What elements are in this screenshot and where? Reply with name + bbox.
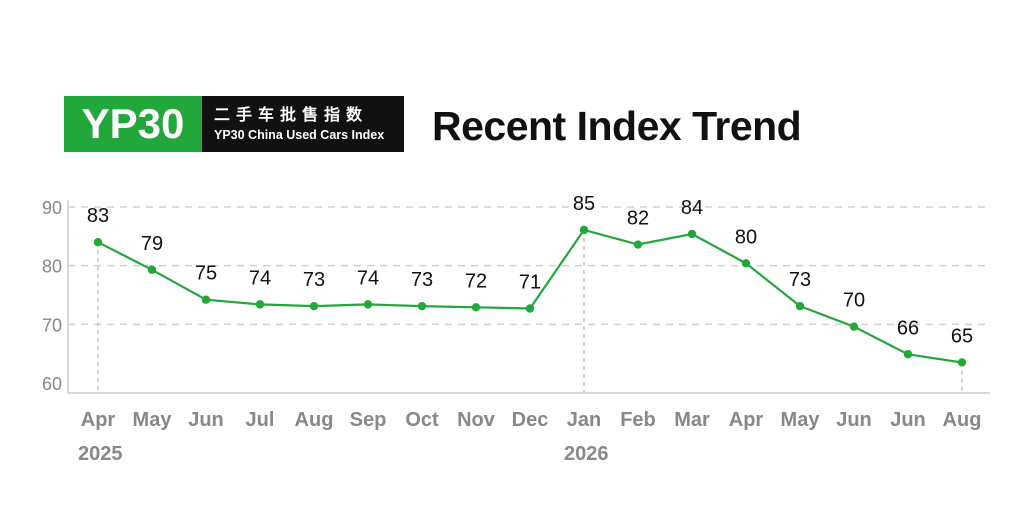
- x-tick-label: Aug: [943, 409, 982, 431]
- data-point: [903, 350, 913, 359]
- data-point: [147, 265, 157, 274]
- data-point: [687, 229, 697, 239]
- page-title: Recent Index Trend: [432, 103, 802, 149]
- data-label: 79: [141, 233, 163, 255]
- x-tick-label: Apr: [729, 409, 764, 431]
- data-label: 85: [573, 193, 595, 215]
- data-label: 75: [195, 263, 217, 285]
- x-tick-label: Aug: [295, 409, 334, 431]
- data-point: [255, 300, 265, 309]
- x-tick-label: May: [781, 409, 821, 431]
- data-label: 65: [951, 325, 973, 347]
- x-tick-label: Jun: [836, 409, 872, 431]
- x-tick-label: Apr: [81, 409, 116, 431]
- logo-chinese-name: 二手车批售指数: [214, 105, 369, 124]
- data-label: 80: [735, 226, 757, 248]
- data-point: [957, 358, 967, 367]
- vertical-markers: [97, 229, 963, 393]
- data-point: [309, 301, 319, 311]
- logo-english-name: YP30 China Used Cars Index: [214, 128, 385, 142]
- logo-caption: 二手车批售指数 YP30 China Used Cars Index: [202, 96, 404, 152]
- grid-layer: [68, 206, 990, 326]
- y-tick-label: 70: [42, 315, 62, 335]
- data-point: [741, 259, 751, 268]
- x-tick-label: May: [133, 409, 173, 431]
- data-label: 71: [519, 271, 541, 293]
- data-label: 74: [249, 267, 271, 289]
- data-point: [579, 225, 589, 235]
- data-point: [417, 301, 427, 311]
- data-label: 73: [303, 269, 325, 291]
- x-tick-label: Jul: [246, 409, 275, 431]
- data-point: [525, 304, 535, 313]
- year-label: 2026: [564, 443, 609, 465]
- y-axis: 60 70 80 90: [42, 198, 69, 394]
- y-tick-label: 80: [42, 257, 62, 277]
- x-tick-label: Sep: [350, 409, 387, 431]
- data-point: [795, 301, 805, 311]
- x-tick-label: Jun: [890, 409, 926, 431]
- series-layer: [93, 225, 967, 367]
- year-label: 2025: [78, 443, 123, 465]
- data-labels: 83 79 75 74 73 74 73 72 71 85 82 84 80 73 70 66 65: [87, 193, 973, 348]
- series-line: [97, 228, 963, 364]
- data-point: [363, 300, 373, 309]
- y-tick-label: 90: [42, 198, 62, 218]
- data-label: 84: [681, 197, 703, 219]
- x-tick-label: Jan: [567, 409, 601, 431]
- data-point: [633, 240, 643, 249]
- x-tick-label: Mar: [674, 409, 710, 431]
- x-tick-label: Oct: [405, 409, 439, 431]
- x-tick-label: Dec: [512, 409, 549, 431]
- y-tick-label: 60: [42, 374, 62, 394]
- logo-mark: YP30: [64, 96, 202, 152]
- data-point: [93, 238, 103, 247]
- x-tick-label: Nov: [457, 409, 496, 431]
- data-label: 74: [357, 267, 379, 289]
- data-label: 73: [411, 269, 433, 291]
- data-label: 66: [897, 317, 919, 339]
- x-tick-label: Jun: [188, 409, 224, 431]
- x-axis: Apr May Jun Jul Aug Sep Oct Nov Dec Jan Feb Mar Apr M…: [68, 392, 990, 465]
- x-tick-label: Feb: [620, 409, 656, 431]
- data-point: [471, 303, 481, 312]
- data-label: 72: [465, 270, 487, 292]
- data-label: 83: [87, 205, 109, 227]
- data-label: 82: [627, 208, 649, 230]
- data-point: [201, 295, 211, 304]
- data-point: [849, 322, 859, 331]
- data-label: 70: [843, 290, 865, 312]
- data-label: 73: [789, 269, 811, 291]
